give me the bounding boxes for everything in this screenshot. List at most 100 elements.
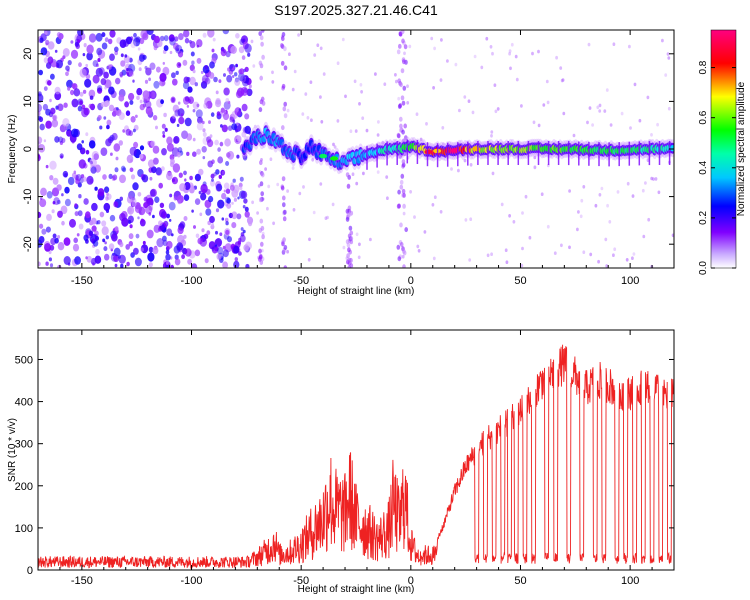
noise-blob	[650, 133, 653, 137]
noise-blob	[463, 158, 467, 163]
noise-blob	[77, 105, 83, 112]
noise-blob	[155, 125, 158, 130]
noise-blob	[237, 240, 242, 245]
noise-blob	[39, 123, 45, 131]
noise-blob	[365, 128, 369, 133]
noise-blob	[43, 241, 51, 250]
noise-blob	[148, 204, 154, 211]
noise-blob	[138, 67, 142, 72]
noise-blob	[126, 67, 129, 72]
noise-blob	[351, 172, 355, 176]
noise-blob	[494, 109, 498, 114]
noise-blob	[172, 163, 181, 173]
snr-xlabel: Height of straight line (km)	[298, 584, 415, 595]
noise-blob	[150, 91, 156, 99]
noise-blob	[362, 171, 365, 176]
noise-blob	[613, 247, 617, 251]
noise-blob	[236, 154, 240, 159]
noise-blob	[47, 41, 55, 50]
noise-blob	[192, 265, 196, 268]
noise-blob	[66, 129, 73, 137]
noise-blob	[70, 40, 74, 44]
noise-blob	[235, 33, 240, 39]
noise-blob	[206, 230, 211, 236]
noise-blob	[85, 211, 91, 219]
noise-blob	[89, 158, 97, 168]
noise-blob	[107, 64, 112, 70]
noise-blob	[149, 189, 156, 197]
noise-blob	[232, 178, 236, 183]
noise-blob	[74, 41, 79, 47]
noise-blob	[42, 103, 49, 111]
noise-blob	[86, 255, 93, 263]
noise-blob	[170, 158, 175, 165]
noise-blob	[88, 103, 93, 109]
noise-blob	[127, 215, 134, 224]
noise-blob	[62, 118, 70, 127]
noise-blob	[172, 114, 176, 119]
noise-blob	[108, 243, 115, 250]
noise-blob	[126, 195, 134, 204]
noise-blob	[53, 197, 60, 206]
noise-blob	[50, 73, 55, 80]
noise-blob	[133, 247, 139, 255]
noise-blob	[236, 213, 242, 220]
ridge-hotspot	[330, 156, 339, 161]
noise-blob	[138, 54, 145, 62]
noise-streak	[259, 218, 264, 224]
noise-blob	[553, 251, 557, 255]
noise-blob	[197, 116, 203, 124]
noise-blob	[238, 46, 245, 54]
noise-streak	[280, 43, 284, 48]
noise-blob	[333, 145, 337, 149]
noise-blob	[82, 53, 86, 57]
noise-blob	[582, 250, 586, 254]
noise-blob	[105, 100, 110, 107]
ridge-core	[670, 145, 674, 152]
noise-blob	[540, 192, 544, 196]
noise-blob	[132, 128, 136, 133]
noise-streak	[259, 181, 264, 187]
noise-blob	[66, 79, 73, 89]
colorbar-tick-label: 0.8	[698, 60, 709, 74]
noise-blob	[166, 143, 174, 152]
noise-streak	[397, 78, 402, 84]
noise-blob	[638, 118, 642, 123]
noise-blob	[46, 191, 53, 199]
noise-blob	[588, 106, 592, 110]
noise-blob	[223, 87, 230, 96]
noise-streak	[258, 31, 263, 37]
noise-blob	[250, 39, 254, 44]
noise-blob	[480, 65, 484, 70]
noise-blob	[508, 49, 512, 53]
noise-blob	[490, 252, 493, 256]
noise-streak	[281, 36, 285, 42]
noise-blob	[521, 246, 524, 251]
noise-blob	[191, 60, 195, 65]
noise-blob	[632, 252, 636, 256]
noise-blob	[137, 47, 141, 51]
noise-blob	[216, 253, 222, 260]
noise-blob	[175, 44, 183, 54]
noise-blob	[159, 35, 165, 42]
noise-blob	[169, 37, 176, 46]
noise-blob	[38, 236, 45, 244]
noise-blob	[226, 202, 232, 209]
noise-blob	[103, 246, 108, 252]
noise-blob	[194, 198, 201, 206]
noise-blob	[202, 128, 206, 133]
noise-blob	[81, 140, 84, 144]
noise-blob	[120, 60, 126, 67]
noise-blob	[238, 182, 243, 188]
noise-blob	[251, 200, 255, 205]
noise-blob	[223, 73, 226, 77]
noise-blob	[183, 170, 187, 176]
noise-blob	[73, 237, 78, 244]
ridge-hotspot	[450, 148, 459, 153]
noise-blob	[546, 224, 550, 229]
noise-blob	[210, 112, 215, 117]
noise-blob	[191, 209, 194, 213]
colorbar-tick-label: 0.0	[698, 261, 709, 275]
noise-streak	[282, 106, 287, 112]
